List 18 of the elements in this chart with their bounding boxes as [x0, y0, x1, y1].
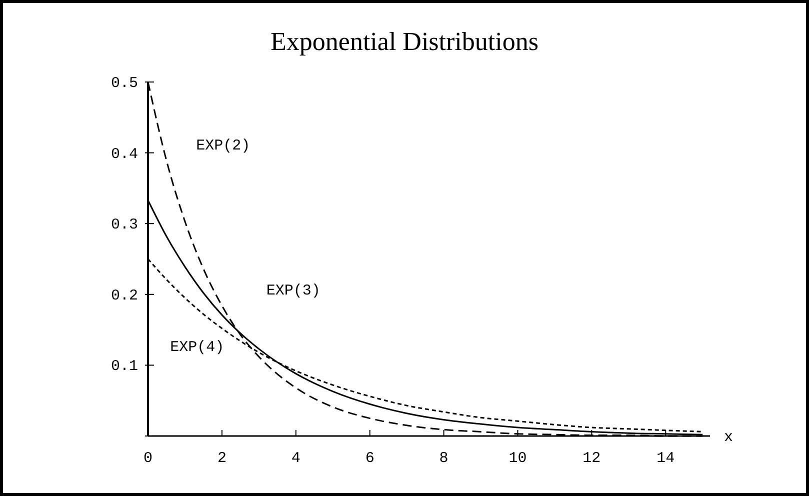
- x-tick-label: 14: [656, 450, 675, 467]
- x-tick-label: 6: [365, 450, 374, 467]
- text: EXP(2): [196, 137, 250, 154]
- series-label: EXP(4): [170, 339, 224, 356]
- x-axis-title: x: [724, 429, 734, 446]
- y-tick-label: 0.4: [110, 146, 138, 163]
- y-tick-label: 0.3: [110, 216, 138, 234]
- x-tick-label: 12: [582, 450, 601, 467]
- x-tick-label: 10: [508, 450, 527, 467]
- x-tick-label: 2: [217, 450, 226, 467]
- text: EXP(3): [266, 282, 320, 300]
- y-tick-label: 0.1: [110, 358, 138, 376]
- x-tick-label: 4: [291, 450, 300, 467]
- x-tick-label: 8: [439, 450, 448, 467]
- y-tick-label: 0.5: [110, 75, 138, 92]
- chart-title: Exponential Distributions: [270, 27, 538, 56]
- x-tick-label: 0: [143, 450, 153, 467]
- y-tick-label: 0.2: [110, 287, 138, 304]
